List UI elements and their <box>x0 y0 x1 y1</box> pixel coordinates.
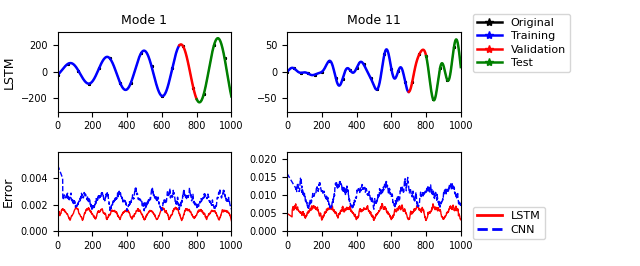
Legend: Original, Training, Validation, Test: Original, Training, Validation, Test <box>473 14 570 72</box>
Y-axis label: Error: Error <box>2 176 15 207</box>
Title: Mode 1: Mode 1 <box>122 14 168 27</box>
Title: Mode 11: Mode 11 <box>347 14 401 27</box>
Legend: LSTM, CNN: LSTM, CNN <box>473 207 545 239</box>
Y-axis label: LSTM: LSTM <box>3 55 16 89</box>
